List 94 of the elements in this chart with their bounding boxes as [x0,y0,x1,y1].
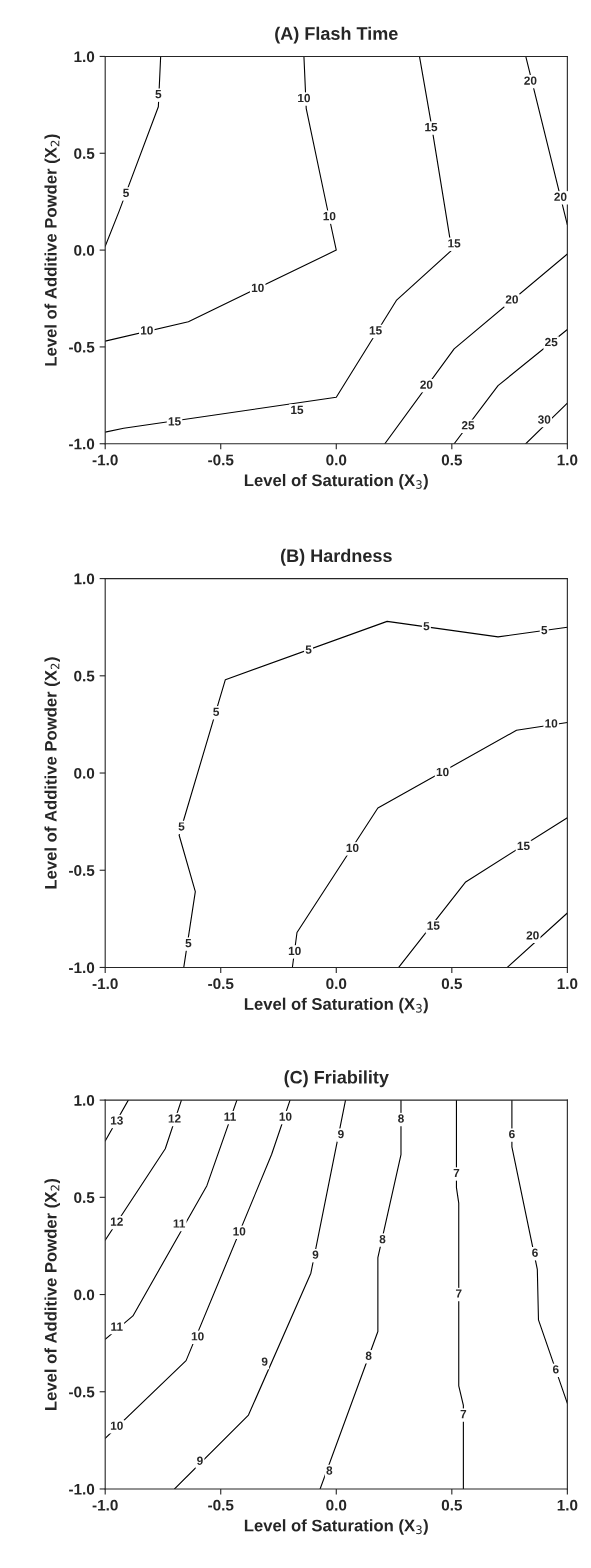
x-tick-label: -1.0 [92,454,118,466]
y-tick-label: 0.0 [74,244,95,256]
x-tick-label: 0.5 [441,1499,463,1511]
annotation: 15 [517,841,530,851]
y-tick-label: 1.0 [74,573,95,585]
annotation: 5 [123,188,129,198]
annotation: 6 [509,1129,515,1139]
annotation: 10 [346,843,359,853]
annotation: 10 [436,767,449,777]
annotation: 10 [191,1332,204,1341]
annotation: 12 [168,1114,181,1123]
x-tick-label: 1.0 [557,1499,578,1511]
annotation: 9 [312,1250,319,1259]
y-tick-label: 0.5 [74,148,95,159]
x-tick-label: -0.5 [208,978,234,990]
annotation: 25 [461,421,475,430]
annotation: 9 [197,1456,203,1465]
y-axis-title: Level of Additive Powder (X$_{2}$) [44,1178,60,1411]
y-tick-label: 0.5 [74,1192,95,1204]
annotation: 30 [537,415,551,424]
annotation: 10 [140,326,153,335]
annotation: 5 [213,707,220,716]
chart-title: (A) Flash Time [275,26,398,44]
annotation: 10 [288,946,301,956]
x-axis-title: Level of Saturation (X$_{3}$) [244,997,428,1014]
x-tick-label: -1.0 [92,978,118,990]
annotation: 5 [541,626,548,635]
x-tick-label: -0.5 [208,1499,234,1511]
chart-title: (B) Hardness [281,548,392,566]
y-tick-label: 0.0 [74,767,95,779]
y-axis-title: Level of Additive Powder (X$_{2}$) [44,134,60,366]
annotation: 15 [427,921,440,930]
annotation: 5 [155,90,162,99]
y-tick-label: -1.0 [69,438,95,450]
annotation: 10 [279,1112,292,1121]
x-tick-label: 1.0 [557,454,578,466]
annotation: 7 [453,1168,460,1178]
x-tick-label: 1.0 [557,978,578,990]
annotation: 8 [379,1234,386,1244]
x-tick-label: 0.0 [326,978,347,990]
annotation: 7 [460,1410,467,1419]
annotation: 20 [526,931,539,940]
annotation: 20 [505,295,518,304]
annotation: 8 [398,1114,404,1123]
y-tick-label: 0.5 [74,670,95,682]
annotation: 15 [448,239,461,248]
annotation: 12 [110,1217,123,1226]
annotation: 20 [554,192,567,201]
annotation: 25 [545,337,558,347]
y-tick-label: -1.0 [69,962,95,974]
y-tick-label: 1.0 [74,1094,95,1106]
y-axis-title: Level of Additive Powder (X$_{2}$) [44,657,60,889]
annotation: 15 [425,123,438,132]
annotation: 8 [365,1351,372,1360]
annotation: 15 [168,417,181,426]
x-tick-label: 0.5 [441,978,463,990]
x-tick-label: 0.0 [326,454,347,466]
annotation: 6 [552,1365,559,1374]
y-tick-label: 0.0 [74,1289,95,1301]
annotation: 9 [338,1129,344,1139]
annotation: 10 [545,719,558,728]
x-tick-label: -1.0 [92,1499,118,1511]
y-tick-label: -0.5 [69,1386,95,1398]
annotation: 20 [524,76,537,85]
annotation: 6 [532,1248,538,1257]
annotation: 5 [185,939,192,948]
annotation: 11 [173,1219,186,1228]
annotation: 10 [298,93,311,103]
x-tick-label: 0.5 [441,454,463,466]
annotation: 5 [178,822,185,831]
annotation: 20 [420,380,433,389]
annotation: 5 [423,622,430,631]
annotation: 15 [291,405,304,414]
annotation: 10 [233,1227,246,1236]
y-tick-label: 1.0 [74,51,95,63]
annotation: 7 [455,1289,462,1298]
annotation: 10 [110,1421,123,1430]
annotation: 13 [110,1116,123,1125]
annotation: 5 [305,645,312,654]
chart-title: (C) Friability [284,1070,389,1088]
annotation: 10 [323,211,336,221]
annotation: 8 [326,1466,333,1475]
x-tick-label: 0.0 [326,1499,347,1511]
y-tick-label: -1.0 [69,1483,95,1495]
y-tick-label: -0.5 [69,341,95,353]
annotation: 9 [261,1357,268,1366]
x-axis-title: Level of Saturation (X$_{3}$) [244,1519,428,1535]
annotation: 11 [111,1322,123,1331]
annotation: 11 [224,1112,236,1121]
x-tick-label: -0.5 [208,454,234,466]
y-tick-label: -0.5 [69,865,95,876]
x-axis-title: Level of Saturation (X$_{3}$) [244,473,428,490]
annotation: 15 [369,326,382,335]
annotation: 10 [251,283,264,292]
